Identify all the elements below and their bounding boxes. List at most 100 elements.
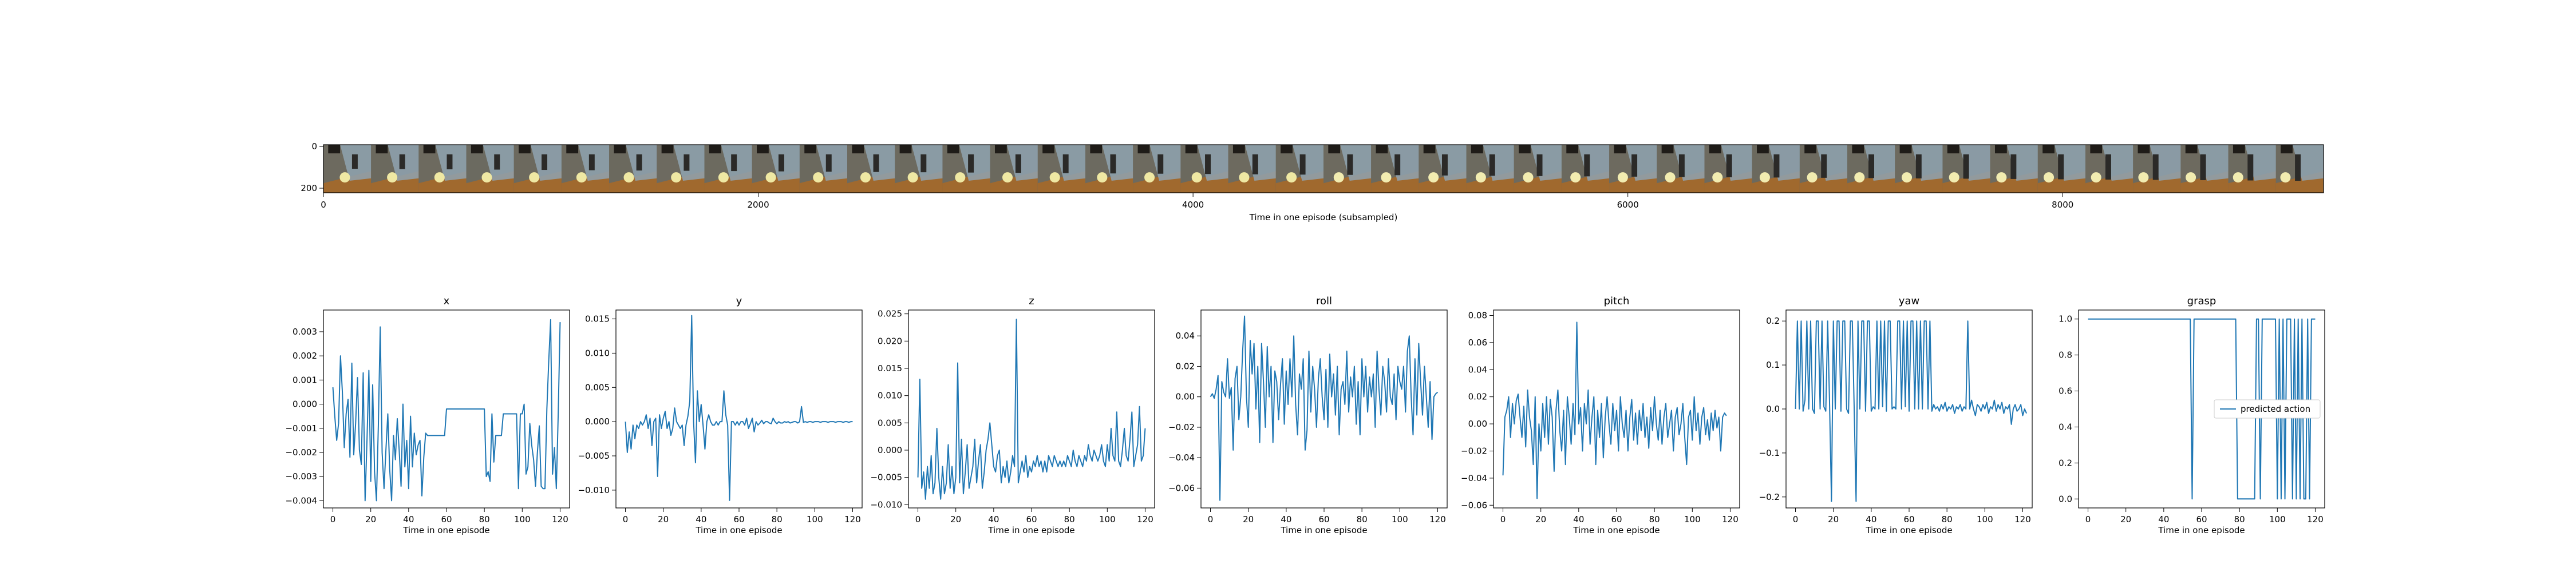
filmstrip-frame [1228,145,1277,193]
filmstrip-frame [1514,145,1562,193]
y-tick-label: −0.004 [285,495,317,506]
frame-object [1428,172,1439,183]
frame-gripper [1347,154,1353,175]
frame-dark-region [899,145,912,154]
filmstrip-frame [657,145,705,193]
frame-dark-region [1471,145,1483,154]
frame-dark-region [1519,145,1531,154]
frame-object [2091,172,2101,183]
y-tick-label: −0.2 [1759,492,1780,502]
filmstrip-y-tick-label: 200 [301,183,317,193]
subplot-grasp: grasp 0 20 40 60 80 100 120 0.0 0.2 0.4 0.6 0.8 1.0 Ti… [2059,295,2325,535]
y-tick-label: 0.08 [1468,310,1487,320]
frame-object [1807,172,1818,183]
filmstrip-frame [609,145,657,193]
subplot-title: roll [1316,295,1332,307]
frame-gripper [1963,154,1969,179]
frame-object [1949,172,1959,183]
frame-dark-region [1757,145,1769,154]
y-tick-label: −0.010 [578,485,610,495]
legend-label: predicted action [2241,404,2310,414]
frame-gripper [1062,154,1069,173]
x-tick-label: 120 [1722,514,1739,525]
filmstrip-frame [1085,145,1133,193]
y-tick-label: −0.002 [285,447,317,458]
frame-gripper [542,154,548,170]
axes-frame [908,309,1155,509]
filmstrip-frame [1180,145,1229,193]
frame-object [1049,172,1060,183]
filmstrip-frame [1990,145,2038,193]
x-tick-label: 120 [552,514,568,525]
series-line-y [625,315,853,501]
y-tick-label: 0.00 [1176,392,1195,402]
y-tick-label: 0.06 [1468,337,1487,348]
x-axis-label: Time in one episode [1280,525,1367,535]
frame-dark-region [947,145,959,154]
x-tick-label: 80 [1649,514,1660,525]
legend-box [2214,399,2321,419]
x-tick-label: 60 [1903,514,1914,525]
frame-gripper [873,154,879,172]
x-tick-label: 120 [1429,514,1446,525]
frame-dark-region [1185,145,1198,154]
frame-dark-region [1994,145,2007,154]
y-tick-label: 0.003 [293,327,317,337]
frame-object [1144,172,1155,183]
series-line-z [917,319,1146,500]
frame-dark-region [1137,145,1150,154]
filmstrip-frame [1752,145,1800,193]
x-tick-label: 20 [950,514,961,525]
subplot-title: z [1029,295,1034,307]
y-tick-label: 0.02 [1176,361,1195,371]
frame-dark-region [1614,145,1626,154]
filmstrip-frame [418,145,467,193]
x-tick-label: 60 [1318,514,1329,525]
frame-dark-region [1090,145,1103,154]
subplot-yaw: yaw 0 20 40 60 80 100 120 −0.2 −0.1 0.0 0.1 0.2 Time … [1759,295,2033,535]
filmstrip-frame [2180,145,2229,193]
frame-gripper [1584,154,1590,177]
filmstrip-frame [942,145,991,193]
frame-dark-region [1423,145,1436,154]
filmstrip-x-tick-label: 4000 [1182,200,1204,210]
frame-dark-region [1947,145,1959,154]
filmstrip-frame [1609,145,1657,193]
x-tick-label: 80 [1942,514,1953,525]
y-tick-label: 0.04 [1176,331,1195,341]
x-tick-label: 20 [1535,514,1546,525]
filmstrip-frame [1561,145,1610,193]
frame-dark-region [994,145,1007,154]
frame-gripper [1157,154,1164,174]
frame-gripper [1868,154,1875,178]
y-tick-label: −0.02 [1461,446,1487,456]
frame-gripper [2152,154,2159,180]
frame-object [1665,172,1676,183]
legend: predicted action [2214,399,2321,419]
filmstrip-x-tick-label: 0 [321,200,326,210]
frame-object [2044,172,2055,183]
frame-gripper [399,154,405,169]
series-line-yaw [1795,320,2027,502]
frame-dark-region [2138,145,2150,154]
filmstrip-frame [1371,145,1419,193]
frame-object [718,172,729,183]
frame-object [434,172,445,183]
subplot-y: y 0 20 40 60 80 100 120 −0.010 −0.005 0.000 0.005 0.… [578,295,863,535]
frame-object [1239,172,1250,183]
frame-dark-region [1328,145,1341,154]
y-tick-label: −0.005 [870,472,902,483]
frame-gripper [2200,154,2206,180]
filmstrip-frame [2133,145,2181,193]
filmstrip-frame [323,145,372,193]
frame-object [2138,172,2149,183]
y-tick-label: −0.010 [870,499,902,510]
frame-dark-region [1661,145,1674,154]
y-tick-label: 0.0 [2059,494,2072,504]
frame-gripper [1299,154,1306,175]
filmstrip-frame [704,145,753,193]
filmstrip-frame [2037,145,2086,193]
subplot-pitch: pitch 0 20 40 60 80 100 120 −0.06 −0.04 −0.02 0.00 0… [1461,295,1740,535]
frame-dark-region [1852,145,1864,154]
